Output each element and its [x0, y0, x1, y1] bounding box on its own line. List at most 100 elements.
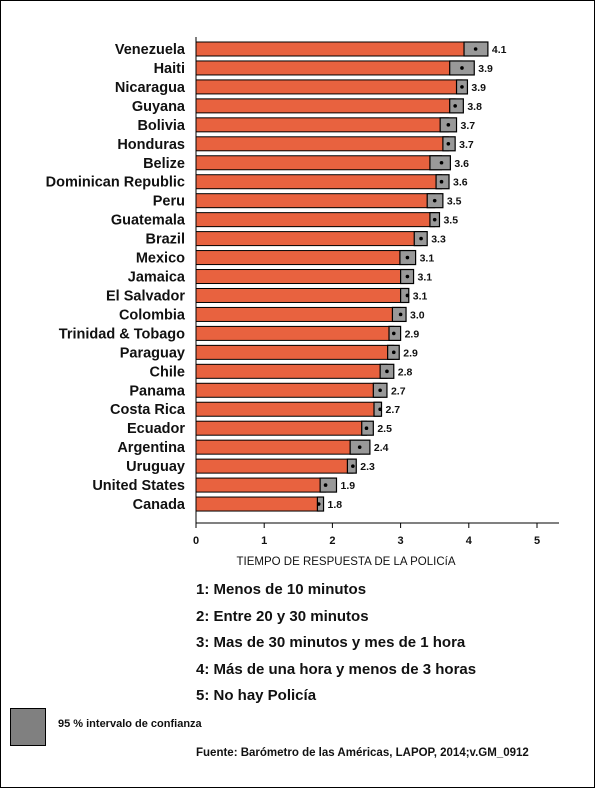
legend-item: 3: Mas de 30 minutos y mes de 1 hora [196, 634, 466, 651]
bar [195, 193, 436, 209]
x-tick-label: 5 [534, 535, 540, 547]
value-label: 2.9 [405, 328, 420, 340]
value-label: 3.7 [459, 139, 474, 151]
mean-point [432, 198, 437, 203]
mean-point [473, 47, 478, 51]
confidence-interval-label: 95 % intervalo de confianza [58, 718, 202, 730]
bar [195, 401, 381, 417]
value-label: 2.8 [398, 366, 413, 378]
value-label: 2.7 [386, 404, 401, 416]
value-label: 1.8 [328, 499, 343, 511]
value-label: 1.9 [340, 480, 355, 492]
value-label: 2.4 [374, 442, 389, 454]
bar [195, 496, 320, 512]
mean-point [378, 388, 382, 393]
country-label: Colombia [119, 307, 186, 323]
value-label: 2.3 [360, 461, 375, 473]
x-tick-label: 3 [398, 535, 404, 547]
bar [195, 41, 477, 57]
response-time-legend: 1: Menos de 10 minutos 2: Entre 20 y 30 … [196, 577, 476, 710]
x-tick-label: 4 [466, 535, 473, 547]
x-axis: 0 1 2 3 4 5 [193, 37, 559, 547]
mean-point [460, 85, 464, 89]
bar [195, 477, 327, 493]
mean-point [460, 66, 464, 70]
legend-item: 4: Más de una hora y menos de 3 horas [196, 660, 477, 678]
country-label: Panama [129, 383, 186, 399]
country-label: Nicaragua [115, 80, 186, 96]
mean-point [419, 236, 423, 241]
x-tick-label: 2 [329, 535, 335, 547]
value-label: 3.3 [431, 234, 446, 246]
value-label: 3.6 [453, 177, 468, 189]
bar [195, 212, 436, 228]
value-label: 3.9 [478, 63, 493, 75]
bar [195, 79, 463, 95]
bar [195, 306, 402, 322]
mean-point [446, 123, 451, 127]
value-label: 2.9 [403, 347, 418, 359]
country-label: Mexico [136, 251, 185, 267]
bar [195, 287, 408, 303]
mean-point [398, 312, 403, 317]
value-label: 3.7 [461, 120, 476, 132]
country-label: United States [92, 478, 185, 494]
country-label: Chile [150, 364, 185, 380]
country-label: Belize [143, 156, 185, 172]
bar [195, 269, 408, 285]
country-label: Argentina [117, 440, 186, 456]
legend-item: 1: Menos de 10 minutos [196, 581, 367, 598]
country-label: Dominican Republic [46, 175, 185, 191]
country-label: Uruguay [126, 459, 185, 475]
country-label: Brazil [146, 232, 186, 248]
country-label: Guyana [132, 99, 186, 115]
value-label: 3.9 [471, 82, 486, 94]
bar [195, 155, 443, 171]
country-label: Costa Rica [110, 402, 186, 418]
bar [195, 363, 388, 379]
bar-chart: Venezuela 4.1 Haiti 3.9 Nicaragua 3.9 Guyana 3.… [46, 37, 559, 568]
legend-item: 5: No hay Policía [196, 687, 317, 704]
bar [195, 439, 361, 455]
mean-point [391, 350, 396, 355]
mean-point [439, 179, 444, 184]
bar [195, 98, 456, 114]
confidence-interval [319, 477, 338, 493]
country-label: Bolivia [137, 118, 185, 134]
bar [195, 250, 408, 266]
x-axis-title: TIEMPO DE RESPUESTA DE LA POLICíA [237, 556, 456, 568]
mean-point [323, 483, 328, 487]
mean-point [385, 369, 389, 374]
bar [195, 344, 395, 360]
country-label: Trinidad & Tobago [59, 326, 185, 342]
bar [195, 382, 381, 398]
country-label: Canada [133, 497, 186, 513]
value-label: 3.0 [410, 309, 425, 321]
value-label: 3.1 [420, 253, 435, 265]
mean-point [405, 293, 410, 298]
mean-point [316, 502, 321, 506]
legend-item: 2: Entre 20 y 30 minutos [196, 607, 369, 625]
bar [195, 60, 463, 76]
mean-point [432, 217, 437, 222]
country-label: Venezuela [115, 42, 186, 58]
country-label: Honduras [117, 137, 185, 153]
x-tick-label: 1 [261, 535, 267, 547]
mean-point [453, 104, 457, 108]
bar [195, 458, 354, 474]
country-label: Jamaica [128, 270, 186, 286]
bar [195, 231, 422, 247]
value-label: 4.1 [492, 44, 507, 56]
value-label: 2.5 [377, 423, 392, 435]
bar [195, 117, 449, 133]
mean-point [357, 445, 362, 449]
mean-point [405, 255, 410, 260]
source-note: Fuente: Barómetro de las Américas, LAPOP… [196, 747, 529, 759]
bar [195, 325, 395, 341]
bar [195, 174, 443, 190]
country-label: Haiti [154, 61, 185, 77]
mean-point [405, 274, 410, 279]
value-label: 2.7 [391, 385, 406, 397]
mean-point [364, 426, 369, 431]
